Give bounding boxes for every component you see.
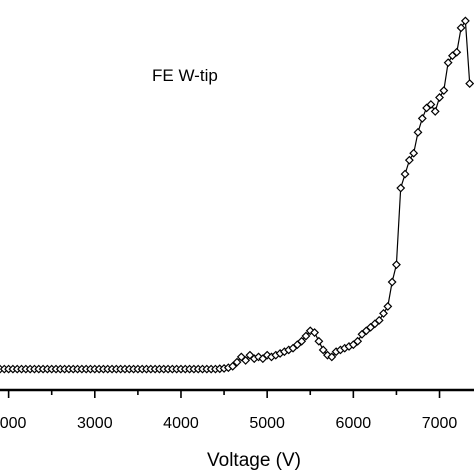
data-point [439,86,449,95]
data-point [400,169,410,179]
data-point [413,127,423,137]
series-group [0,16,474,374]
data-point [465,79,474,89]
data-point [426,100,436,109]
data-point [409,148,419,158]
x-axis-label: Voltage (V) [207,450,301,471]
data-point [379,308,388,318]
data-point [391,260,401,270]
data-point [456,23,466,33]
x-tick-label: 3000 [77,415,113,432]
x-tick-label: 6000 [336,415,372,432]
data-point [353,336,363,346]
data-point [301,331,311,341]
data-point [460,16,470,26]
data-point [318,345,328,355]
data-point [327,352,337,362]
data-point [228,361,238,371]
data-point [435,93,444,102]
data-point [297,336,307,346]
axes: 2000 3000 4000 5000 6000 7000 [0,388,474,432]
x-ticks: 2000 3000 4000 5000 6000 7000 [0,390,457,432]
chart-annotation: FE W-tip [152,66,218,85]
data-point [232,357,242,367]
x-tick-label: 4000 [163,415,199,432]
data-point [254,352,263,362]
data-point [452,47,462,57]
data-point [417,113,427,123]
data-point [241,355,251,365]
x-tick-label: 2000 [0,415,27,432]
data-point [443,58,453,68]
data-point [430,106,440,116]
series-line [0,18,471,370]
data-point [404,155,414,165]
data-point [314,336,324,346]
x-tick-label: 5000 [249,415,285,432]
data-point [310,328,320,337]
data-point [374,315,384,325]
x-tick-label: 7000 [422,415,458,432]
data-point [387,277,397,287]
data-point [383,301,393,311]
data-point [396,183,406,193]
data-point [305,326,315,336]
